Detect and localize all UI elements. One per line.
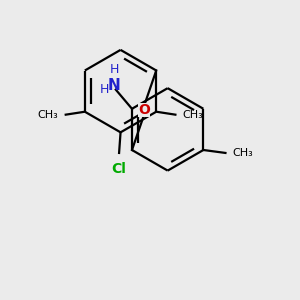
Text: N: N xyxy=(108,78,121,93)
Text: O: O xyxy=(138,103,150,117)
Text: CH₃: CH₃ xyxy=(38,110,58,120)
Text: CH₃: CH₃ xyxy=(183,110,203,120)
Text: Cl: Cl xyxy=(112,162,127,176)
Text: H: H xyxy=(99,83,109,96)
Text: H: H xyxy=(110,63,119,76)
Text: CH₃: CH₃ xyxy=(233,148,254,158)
